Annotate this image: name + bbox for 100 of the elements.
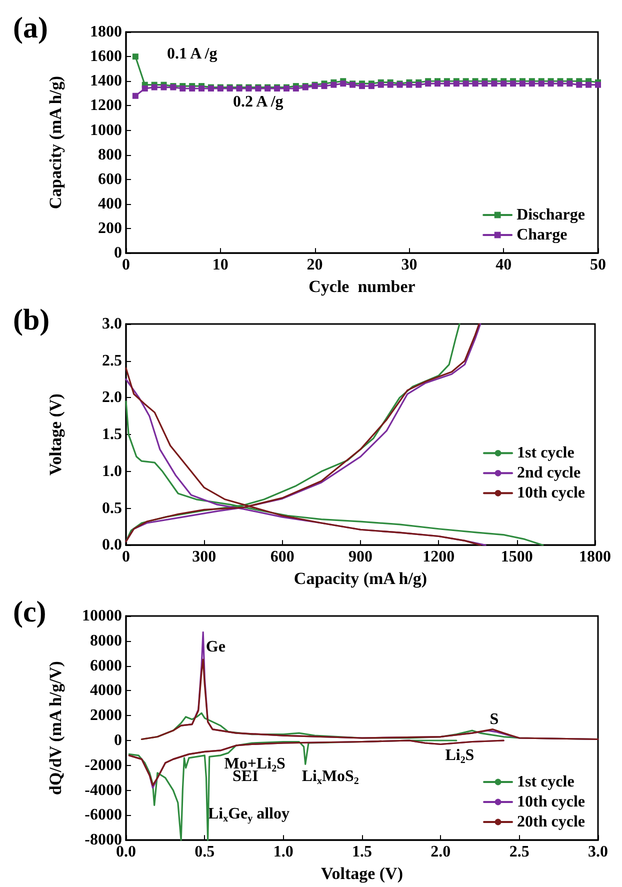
point [538,80,544,87]
legend-label: 2nd cycle [517,464,581,482]
x-tick-label: 40 [496,256,512,274]
point [425,80,432,87]
x-tick-label: 600 [270,548,294,566]
legend-label: 1st cycle [517,774,574,790]
y-tick-label: -2000 [84,756,122,774]
x-tick-label: 900 [348,548,372,566]
point [189,86,196,92]
point [416,82,422,88]
chart-title: (a) [13,12,48,44]
point [340,80,346,87]
x-tick-label: 1500 [500,548,533,566]
x-tick-label: 1200 [422,548,455,566]
y-tick-label: -6000 [84,806,122,824]
annotation: 0.2 A /g [233,94,284,111]
point [500,80,507,87]
point [472,80,478,87]
point [378,82,384,88]
x-tick-label: 50 [590,256,606,274]
point [595,82,601,88]
y-tick-label: 1400 [90,72,122,90]
annotation: S [490,710,499,728]
x-axis-title: Cycle number [308,277,416,296]
legend-label: 10th cycle [517,794,586,810]
x-tick-label: 300 [192,548,216,566]
y-tick-label: 1600 [90,48,122,66]
annotation: 0.1 A /g [166,46,218,63]
y-tick-label: 400 [98,195,122,212]
x-tick-label: 3.0 [588,844,608,861]
x-tick-label: 1.0 [273,844,294,861]
point [368,83,374,90]
x-tick-label: 1.5 [352,844,372,861]
y-tick-label: 0.0 [102,536,122,554]
y-axis-title: Voltage (V) [46,394,65,476]
y-tick-label: 2.5 [102,352,122,370]
point [566,80,573,87]
y-tick-label: -4000 [84,782,122,799]
x-tick-label: 0.5 [194,844,215,861]
point [359,83,365,90]
x-tick-label: 2.5 [509,844,530,861]
point [557,80,564,87]
y-tick-label: 600 [98,170,122,188]
y-tick-label: 8000 [90,632,122,650]
point [151,84,158,90]
point [576,82,582,88]
y-tick-label: 1200 [90,97,122,114]
point [142,86,148,92]
y-tick-label: 0 [114,244,122,262]
legend-label: 10th cycle [517,484,586,502]
point [510,80,516,87]
y-tick-label: 200 [98,220,122,238]
y-tick-label: 1800 [90,24,122,40]
legend-label: 1st cycle [517,444,574,462]
point [132,92,138,99]
x-tick-label: 1800 [579,548,611,566]
y-tick-label: 1000 [90,122,122,139]
point [453,80,460,87]
y-tick-label: 4000 [90,682,122,700]
y-tick-label: 6000 [90,657,122,674]
y-tick-label: 2.0 [102,389,122,406]
legend-label: Charge [516,226,568,244]
x-tick-label: 2.0 [430,844,451,861]
chart-title: (b) [13,304,50,336]
legend-label: Discharge [516,206,586,224]
x-tick-label: 20 [306,256,323,274]
point [519,80,526,87]
x-tick-label: 30 [401,256,418,274]
point [387,82,394,88]
point [462,80,469,87]
y-tick-label: 1.5 [102,426,122,444]
y-tick-label: 800 [98,146,122,164]
point [160,84,167,90]
point [528,80,535,87]
point [491,80,498,87]
point [321,83,328,90]
point [292,86,299,92]
chart-title: (c) [13,596,46,628]
y-axis-title: dQ/dV (mA h/g/V) [46,661,65,795]
y-tick-label: 0 [114,732,122,749]
point [444,80,450,87]
point [330,82,337,88]
y-tick-label: 2000 [90,707,122,724]
annotation: Ge [206,638,226,656]
point [434,80,441,87]
point [198,86,205,92]
point [180,86,186,92]
point [586,82,592,88]
x-tick-label: 10 [212,256,228,274]
y-tick-label: 10000 [82,608,122,624]
x-axis-title: Capacity (mA h/g) [294,569,428,588]
point [482,80,488,87]
legend-label: 20th cycle [517,814,586,830]
y-tick-label: 3.0 [102,316,122,332]
y-axis-title: Capacity (mA h/g) [46,76,65,210]
point [132,54,138,60]
y-tick-label: 1.0 [102,462,122,480]
x-axis-title: Voltage (V) [321,864,403,883]
point [406,82,412,88]
point [548,80,554,87]
